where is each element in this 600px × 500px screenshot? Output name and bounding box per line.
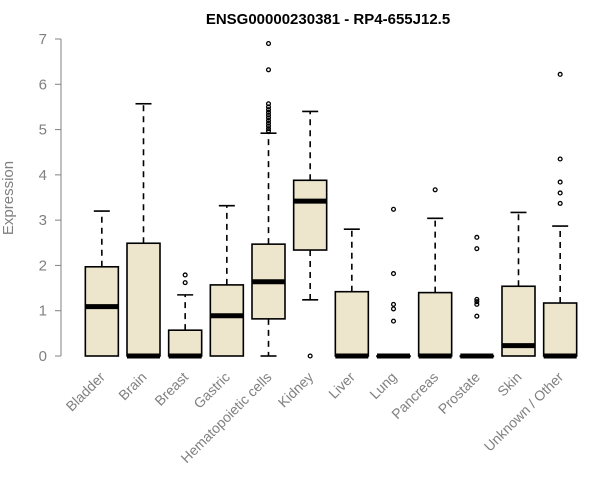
box-group	[84, 210, 120, 357]
box-group	[459, 234, 495, 359]
outlier-point	[474, 301, 480, 307]
box-group	[376, 206, 411, 359]
box-body	[292, 179, 328, 251]
outlier-point	[265, 115, 272, 121]
outlier-point	[474, 313, 480, 319]
box-body	[334, 290, 370, 357]
outlier-point	[474, 299, 480, 305]
outlier-point	[557, 190, 563, 196]
y-axis: 0 1 2 3 4 5 6 7	[39, 31, 62, 365]
outlier-point	[474, 234, 480, 240]
x-tick-label: Bladder	[63, 369, 109, 415]
outlier-point	[557, 200, 563, 206]
x-tick-label: Liver	[325, 369, 358, 402]
box-group	[292, 110, 328, 359]
outlier-point	[432, 187, 438, 193]
x-tick-label: Unknown / Other	[481, 369, 567, 455]
outlier-point	[390, 318, 397, 324]
box-group	[417, 187, 453, 359]
y-axis-label: Expression	[0, 161, 17, 235]
plot-area	[84, 40, 578, 359]
x-tick-label: Lung	[366, 369, 399, 402]
chart-title: ENSG00000230381 - RP4-655J12.5	[206, 11, 450, 28]
x-tick-label: Breast	[151, 369, 191, 409]
outlier-point	[265, 101, 272, 107]
outlier-point	[265, 120, 272, 126]
outlier-point	[182, 280, 188, 286]
y-tick-label: 5	[39, 122, 47, 139]
box-body	[126, 242, 161, 357]
outlier-point	[474, 296, 480, 302]
y-tick-label: 7	[39, 31, 47, 48]
y-tick-label: 2	[39, 257, 47, 274]
box-body	[542, 302, 578, 357]
x-tick-label: Skin	[494, 369, 525, 400]
outlier-point	[557, 71, 563, 77]
box-group	[542, 71, 578, 359]
outlier-point	[474, 246, 480, 252]
outlier-point	[390, 206, 397, 212]
outlier-point	[557, 179, 563, 185]
box-group	[501, 211, 536, 357]
box-body	[167, 329, 203, 357]
outlier-point	[265, 126, 272, 132]
box-body	[417, 291, 453, 357]
outlier-point	[265, 128, 272, 134]
outlier-point	[265, 109, 272, 115]
outlier-point	[307, 353, 313, 359]
box-body	[84, 265, 120, 357]
outlier-point	[182, 272, 188, 278]
y-tick-label: 6	[39, 76, 47, 93]
x-tick-label: Prostate	[435, 369, 483, 417]
y-tick-label: 1	[39, 303, 47, 320]
outlier-point	[265, 112, 272, 118]
box-group	[209, 204, 245, 357]
box-group	[334, 228, 370, 359]
y-tick-label: 3	[39, 212, 47, 229]
outlier-point	[265, 67, 272, 73]
box-group	[126, 102, 161, 359]
y-tick-label: 4	[39, 167, 47, 184]
y-tick-label: 0	[39, 348, 47, 365]
outlier-point	[265, 117, 272, 124]
outlier-point	[557, 156, 563, 162]
x-tick-label: Brain	[115, 369, 149, 403]
outlier-point	[390, 301, 397, 307]
outlier-point	[390, 306, 397, 312]
outlier-point	[390, 271, 397, 277]
box-body	[209, 284, 245, 357]
box-group	[167, 272, 203, 359]
outlier-point	[265, 123, 272, 129]
x-tick-label: Kidney	[275, 369, 317, 411]
box-group	[251, 40, 286, 357]
outlier-point	[265, 107, 272, 113]
outlier-point	[265, 40, 272, 47]
